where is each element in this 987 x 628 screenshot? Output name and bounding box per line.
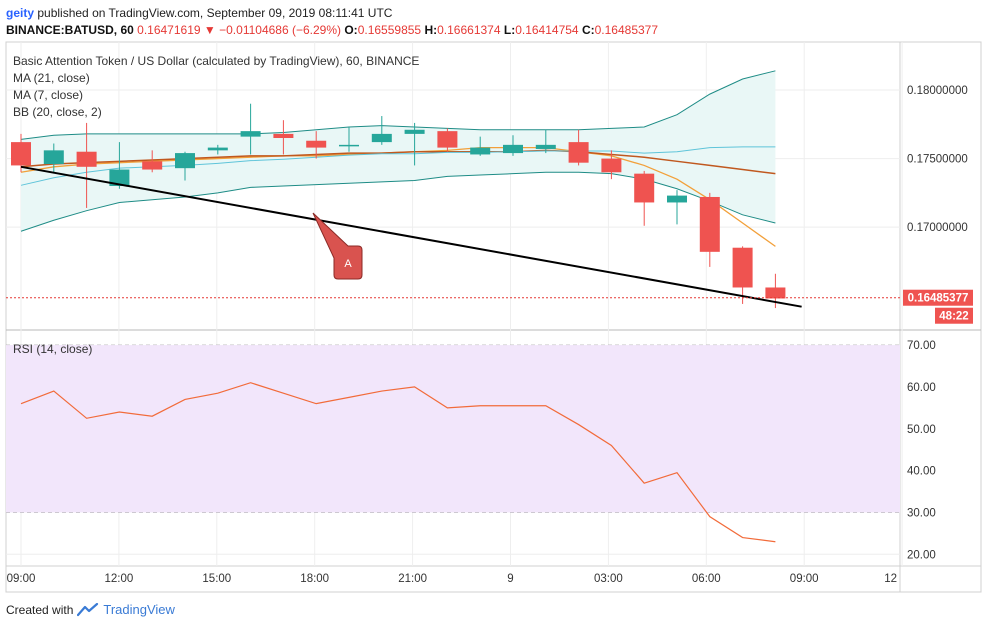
symbol-label: BINANCE:BATUSD, 60: [6, 23, 134, 37]
countdown-tag: 48:22: [939, 311, 968, 323]
legend-bb[interactable]: BB (20, close, 2): [13, 105, 102, 119]
bollinger-bands: [20, 70, 776, 232]
time-tick-label: 12: [884, 573, 897, 585]
rsi-pane: [6, 345, 900, 543]
trendline-group[interactable]: A: [20, 165, 802, 308]
ma21-line: [20, 149, 776, 175]
published-text: published on TradingView.com, September …: [37, 6, 393, 20]
close-value: 0.16485377: [594, 23, 659, 37]
chart-frame: [5, 41, 982, 593]
chart-title: Basic Attention Token / US Dollar (calcu…: [13, 54, 419, 68]
candle-body: [76, 151, 97, 167]
candle-body: [142, 161, 163, 170]
chart-header: geity published on TradingView.com, Sept…: [0, 0, 987, 42]
rsi-tick-label: 60.00: [907, 382, 936, 394]
candle-body: [11, 142, 31, 166]
legend: Basic Attention Token / US Dollar (calcu…: [13, 54, 419, 356]
price-tick-label: 0.17000000: [907, 222, 968, 234]
candle-body: [765, 287, 786, 299]
last-price: 0.16471619: [137, 23, 201, 37]
publish-line: geity published on TradingView.com, Sept…: [6, 6, 392, 20]
rsi-tick-label: 40.00: [907, 466, 936, 478]
candle-body: [339, 144, 359, 147]
price-change: −0.01104686 (−6.29%): [219, 23, 341, 37]
rsi-tick-label: 20.00: [907, 549, 936, 561]
candle-body: [109, 169, 130, 186]
footer: Created with TradingView: [6, 602, 175, 617]
candle-body: [273, 133, 294, 138]
rsi-tick-label: 30.00: [907, 507, 936, 519]
price-tick-label: 0.18000000: [907, 85, 968, 97]
legend-ma21[interactable]: MA (21, close): [13, 71, 90, 85]
time-tick-label: 18:00: [300, 573, 329, 585]
time-tick-label: 15:00: [202, 573, 231, 585]
candle-body: [43, 150, 64, 165]
candle-body: [470, 147, 491, 155]
bb-fill: [21, 70, 776, 232]
candle-body: [207, 147, 228, 151]
candle-body: [535, 144, 556, 149]
rsi-tick-label: 70.00: [907, 340, 936, 352]
time-tick-label: 09:00: [790, 573, 819, 585]
candle-body: [437, 131, 458, 148]
low-value: 0.16414754: [515, 23, 579, 37]
bb-upper-band: [20, 70, 776, 140]
rsi-line: [20, 382, 776, 543]
low-label: L:: [503, 23, 516, 37]
candle-body: [404, 129, 425, 134]
candle-body: [667, 195, 687, 203]
candle-body: [503, 144, 523, 154]
high-value: 0.16661374: [437, 23, 501, 37]
last-price-tag: 0.16485377: [908, 293, 969, 305]
tradingview-brand[interactable]: TradingView: [103, 602, 175, 617]
candle-body: [732, 247, 753, 288]
candle-body: [634, 173, 655, 203]
annotation-label: A: [344, 258, 352, 270]
candle-body: [568, 142, 589, 163]
down-arrow-icon: ▼: [203, 23, 216, 37]
candle-body: [175, 153, 195, 169]
support-trendline[interactable]: [20, 165, 802, 308]
legend-rsi[interactable]: RSI (14, close): [13, 342, 92, 356]
candlesticks: [11, 103, 786, 309]
countdown-tag-bg: [935, 307, 973, 324]
time-tick-label: 9: [507, 573, 513, 585]
open-value: 0.16559855: [357, 23, 422, 37]
chart-canvas[interactable]: A 09:00 12:00 15:00 18:00 21:00 9 03:00 06:00 09…: [0, 0, 987, 600]
open-label: O:: [344, 23, 358, 37]
ohlc-line: BINANCE:BATUSD, 60 0.16471619 ▼ −0.01104…: [6, 23, 658, 37]
time-tick-label: 12:00: [105, 573, 134, 585]
candle-body: [371, 133, 392, 143]
time-tick-label: 06:00: [692, 573, 721, 585]
rsi-overbought-oversold-band: [6, 345, 900, 513]
tradingview-logo-icon: [77, 602, 99, 616]
time-tick-label: 03:00: [594, 573, 623, 585]
high-label: H:: [424, 23, 438, 37]
legend-ma7[interactable]: MA (7, close): [13, 88, 83, 102]
last-price-tag-bg: [903, 289, 973, 306]
candle-body: [601, 158, 622, 173]
axis-labels: 09:00 12:00 15:00 18:00 21:00 9 03:00 06:00 09:0…: [6, 85, 973, 585]
time-tick-label: 09:00: [7, 573, 36, 585]
candle-body: [240, 131, 261, 137]
close-label: C:: [581, 23, 595, 37]
candle-body: [306, 140, 327, 148]
annotation-callout[interactable]: [312, 212, 363, 280]
price-tick-label: 0.17500000: [907, 154, 968, 166]
author-name[interactable]: geity: [6, 6, 35, 20]
candle-body: [699, 196, 720, 252]
rsi-tick-label: 50.00: [907, 424, 936, 436]
time-tick-label: 21:00: [398, 573, 427, 585]
created-with-text: Created with: [6, 602, 74, 617]
